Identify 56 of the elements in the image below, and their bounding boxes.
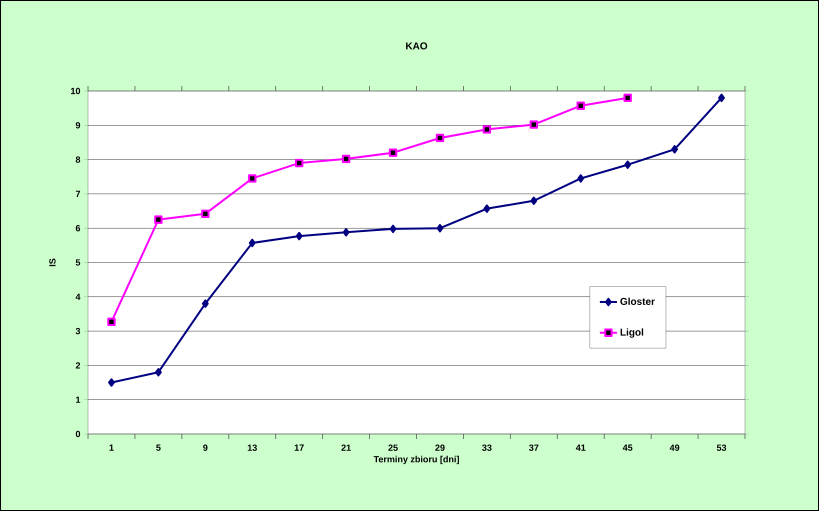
point — [294, 158, 304, 168]
y-tick-label: 9 — [76, 122, 80, 128]
point — [296, 232, 303, 240]
y-tick-label: 4 — [76, 294, 80, 300]
point — [107, 318, 116, 326]
point — [671, 145, 678, 154]
point — [718, 94, 725, 102]
x-tick-label: 45 — [622, 444, 632, 451]
point — [342, 228, 350, 237]
x-tick-label: 49 — [670, 444, 680, 451]
y-tick-label: 3 — [76, 328, 80, 334]
legend-label: Ligol — [620, 328, 644, 338]
point — [155, 368, 162, 376]
x-tick-label: 5 — [156, 444, 161, 451]
x-tick-label: 1 — [110, 444, 114, 451]
point — [577, 174, 584, 183]
x-tick-label: 41 — [576, 444, 586, 451]
chart-title: KAO — [406, 42, 428, 50]
point — [436, 134, 444, 142]
y-axis-title: IS — [49, 258, 56, 266]
point — [201, 210, 210, 218]
x-tick-label: 37 — [529, 444, 538, 451]
x-tick-label: 13 — [248, 444, 257, 451]
point — [530, 120, 538, 129]
point — [154, 215, 163, 224]
point — [202, 299, 209, 308]
point — [482, 125, 492, 134]
point — [390, 224, 396, 234]
point — [624, 160, 632, 169]
point — [530, 196, 538, 205]
y-tick-label: 8 — [76, 156, 80, 163]
y-tick-label: 10 — [71, 88, 80, 94]
x-tick-label: 53 — [716, 444, 726, 451]
point — [483, 204, 490, 213]
x-tick-label: 21 — [341, 444, 351, 451]
point — [342, 154, 350, 164]
point — [388, 148, 398, 157]
point — [576, 102, 585, 110]
x-axis-title: Terminy zbioru [dni] — [374, 456, 459, 464]
point — [623, 94, 632, 102]
legend-label: Gloster — [620, 298, 655, 305]
point — [108, 378, 115, 387]
y-tick-label: 0 — [76, 430, 80, 438]
point — [436, 224, 444, 232]
point — [248, 238, 256, 248]
y-tick-label: 6 — [76, 225, 80, 232]
y-tick-label: 7 — [76, 190, 80, 197]
x-tick-label: 9 — [203, 444, 208, 451]
x-tick-label: 17 — [294, 444, 304, 451]
y-tick-label: 1 — [76, 396, 80, 403]
x-tick-label: 25 — [388, 444, 398, 451]
x-tick-label: 29 — [435, 444, 445, 451]
y-tick-label: 5 — [76, 259, 80, 266]
y-tick-label: 2 — [76, 362, 80, 369]
point — [248, 174, 256, 183]
x-tick-label: 33 — [482, 444, 492, 451]
